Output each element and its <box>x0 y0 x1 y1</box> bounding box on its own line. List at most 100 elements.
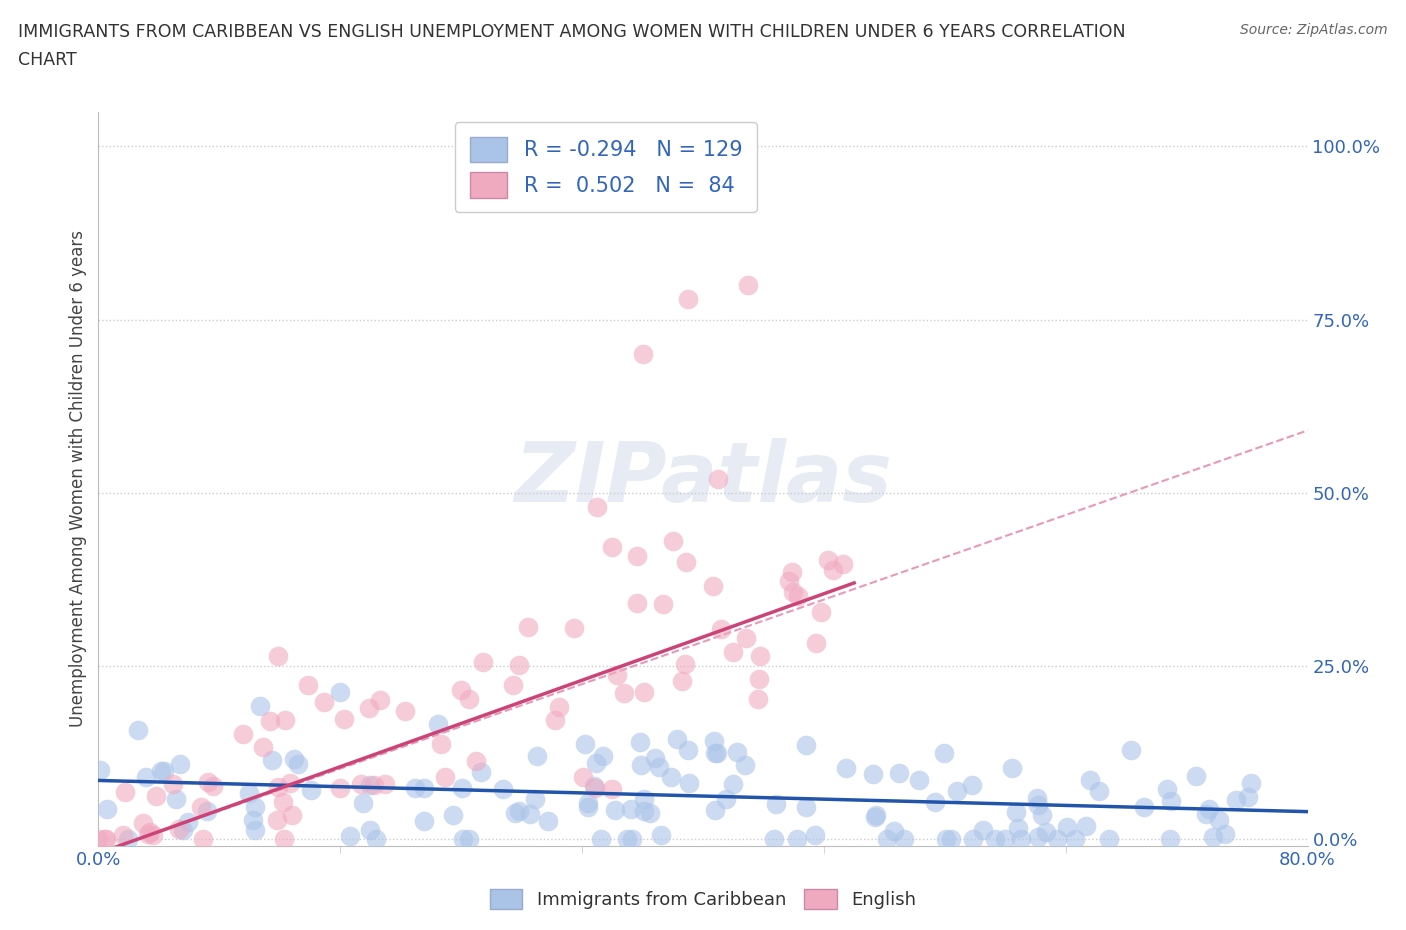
Point <box>508 804 530 818</box>
Point <box>605 803 627 817</box>
Point <box>702 578 724 593</box>
Point <box>1160 794 1182 809</box>
Point <box>245 823 267 838</box>
Point <box>796 738 818 753</box>
Point <box>259 713 281 728</box>
Point <box>242 813 264 828</box>
Point <box>252 739 274 754</box>
Point <box>177 815 200 830</box>
Point <box>582 779 605 794</box>
Point <box>616 832 638 847</box>
Point <box>676 742 699 757</box>
Point <box>620 802 643 817</box>
Point <box>633 684 655 699</box>
Point <box>583 780 606 795</box>
Point <box>673 657 696 671</box>
Point <box>630 757 652 772</box>
Point <box>786 832 808 847</box>
Point <box>238 786 260 801</box>
Point <box>941 832 963 847</box>
Point <box>427 717 450 732</box>
Point <box>283 751 305 766</box>
Point <box>202 778 225 793</box>
Point <box>762 832 785 847</box>
Point <box>606 668 628 683</box>
Point <box>368 692 391 707</box>
Point <box>1056 820 1078 835</box>
Point <box>329 684 352 699</box>
Point <box>359 777 381 792</box>
Point <box>197 775 219 790</box>
Point <box>893 832 915 847</box>
Point <box>249 698 271 713</box>
Point <box>1237 790 1260 804</box>
Point <box>651 596 673 611</box>
Point <box>363 777 385 792</box>
Point <box>1208 813 1230 828</box>
Point <box>586 499 609 514</box>
Point <box>136 826 159 841</box>
Point <box>508 658 530 673</box>
Legend: Immigrants from Caribbean, English: Immigrants from Caribbean, English <box>482 882 924 916</box>
Point <box>544 712 567 727</box>
Point <box>835 761 858 776</box>
Y-axis label: Unemployment Among Women with Children Under 6 years: Unemployment Among Women with Children U… <box>69 231 87 727</box>
Point <box>451 832 474 847</box>
Point <box>585 755 607 770</box>
Point <box>190 800 212 815</box>
Point <box>626 595 648 610</box>
Point <box>1225 792 1247 807</box>
Point <box>780 565 803 579</box>
Point <box>1010 832 1032 847</box>
Point <box>1194 806 1216 821</box>
Point <box>364 832 387 847</box>
Point <box>299 782 322 797</box>
Point <box>678 776 700 790</box>
Point <box>278 776 301 790</box>
Point <box>676 291 699 306</box>
Point <box>1076 818 1098 833</box>
Point <box>600 539 623 554</box>
Point <box>519 806 541 821</box>
Point <box>704 803 727 817</box>
Point <box>524 791 547 806</box>
Point <box>536 813 558 828</box>
Point <box>350 777 373 791</box>
Point <box>1046 832 1069 847</box>
Point <box>1240 776 1263 790</box>
Legend: R = -0.294   N = 129, R =  0.502   N =  84: R = -0.294 N = 129, R = 0.502 N = 84 <box>456 122 758 212</box>
Point <box>191 832 214 847</box>
Point <box>908 773 931 788</box>
Point <box>162 777 184 791</box>
Point <box>721 644 744 659</box>
Point <box>150 764 173 778</box>
Point <box>457 832 479 847</box>
Point <box>374 777 396 791</box>
Point <box>412 814 434 829</box>
Point <box>661 534 683 549</box>
Point <box>492 782 515 797</box>
Point <box>450 683 472 698</box>
Point <box>865 808 887 823</box>
Point <box>1031 807 1053 822</box>
Point <box>648 760 671 775</box>
Point <box>503 805 526 820</box>
Point <box>96 802 118 817</box>
Text: IMMIGRANTS FROM CARIBBEAN VS ENGLISH UNEMPLOYMENT AMONG WOMEN WITH CHILDREN UNDE: IMMIGRANTS FROM CARIBBEAN VS ENGLISH UNE… <box>18 23 1126 41</box>
Text: CHART: CHART <box>18 51 77 69</box>
Point <box>765 796 787 811</box>
Point <box>631 347 654 362</box>
Point <box>707 472 730 486</box>
Point <box>706 746 728 761</box>
Point <box>626 549 648 564</box>
Point <box>574 737 596 751</box>
Point <box>889 765 911 780</box>
Point <box>139 825 162 840</box>
Point <box>131 816 153 830</box>
Point <box>413 781 436 796</box>
Point <box>273 832 295 847</box>
Point <box>260 753 283 768</box>
Point <box>1119 743 1142 758</box>
Point <box>935 832 957 847</box>
Point <box>1201 830 1223 844</box>
